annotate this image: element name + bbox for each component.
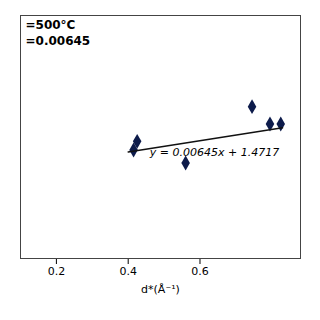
svg-text:y = 0.00645x + 1.4717: y = 0.00645x + 1.4717: [149, 146, 279, 159]
svg-text:0.2: 0.2: [48, 265, 65, 278]
svg-text:=500°C: =500°C: [26, 18, 76, 32]
svg-text:0.6: 0.6: [191, 265, 209, 278]
svg-text:0.4: 0.4: [119, 265, 137, 278]
svg-text:d*(Å⁻¹): d*(Å⁻¹): [141, 283, 180, 296]
svg-text:=0.00645: =0.00645: [26, 34, 91, 48]
